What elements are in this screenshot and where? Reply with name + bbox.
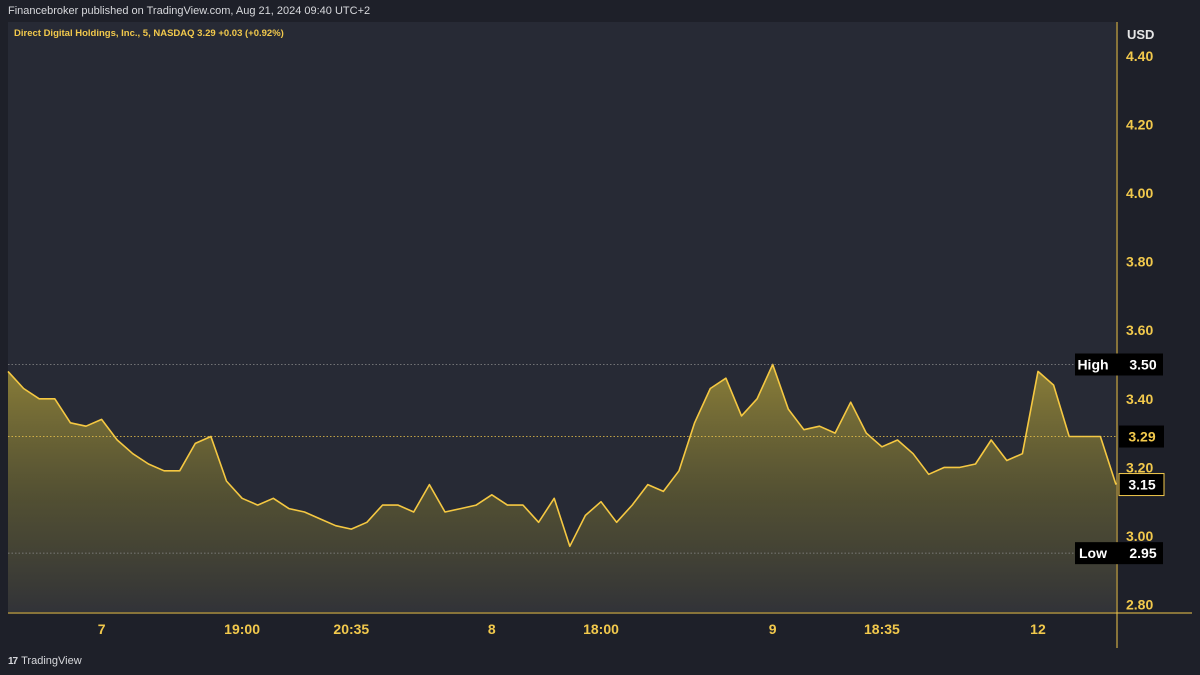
x-tick-label: 9 xyxy=(769,621,777,637)
tradingview-brand: TradingView xyxy=(21,655,82,667)
current-price-value: 3.29 xyxy=(1128,429,1155,445)
y-tick-label: 3.20 xyxy=(1126,459,1153,475)
x-tick-label: 7 xyxy=(98,621,106,637)
tradingview-footer[interactable]: 17 TradingView xyxy=(8,655,82,667)
x-tick-label: 12 xyxy=(1030,621,1046,637)
level-tag-high xyxy=(1075,353,1163,376)
tradingview-logo-icon: 17 xyxy=(8,655,18,667)
x-tick-label: 18:35 xyxy=(864,621,900,637)
price-line[interactable] xyxy=(7,363,1117,548)
last-price-value: 3.15 xyxy=(1128,477,1155,493)
last-price-tag xyxy=(1118,473,1165,497)
y-tick-label: 2.80 xyxy=(1126,597,1153,613)
quote-change: +0.03 (+0.92%) xyxy=(218,28,284,39)
x-tick-label: 8 xyxy=(488,621,496,637)
level-value-high: 3.50 xyxy=(1129,357,1156,373)
y-tick-label: 3.40 xyxy=(1126,391,1153,407)
symbol-name: Direct Digital Holdings, Inc., 5, NASDAQ xyxy=(14,28,197,39)
level-value-low: 2.95 xyxy=(1129,545,1156,561)
chart-title: Direct Digital Holdings, Inc., 5, NASDAQ… xyxy=(14,28,284,39)
x-tick-label: 18:00 xyxy=(583,621,619,637)
level-tag-low xyxy=(1075,542,1163,565)
publish-info: Financebroker published on TradingView.c… xyxy=(8,5,370,17)
level-name-low: Low xyxy=(1079,545,1107,561)
currency-label: USD xyxy=(1127,27,1154,42)
y-tick-label: 4.20 xyxy=(1126,116,1153,132)
level-name-high: High xyxy=(1077,357,1108,373)
y-tick-label: 4.40 xyxy=(1126,48,1153,64)
x-tick-label: 20:35 xyxy=(333,621,369,637)
quote-value: 3.29 xyxy=(197,28,218,39)
y-tick-label: 4.00 xyxy=(1126,185,1153,201)
y-tick-label: 3.00 xyxy=(1126,528,1153,544)
y-tick-label: 3.60 xyxy=(1126,322,1153,338)
current-price-tag xyxy=(1119,425,1164,448)
publish-line: Financebroker published on TradingView.c… xyxy=(8,5,371,17)
x-tick-label: 19:00 xyxy=(224,621,260,637)
y-tick-label: 3.80 xyxy=(1126,254,1153,270)
